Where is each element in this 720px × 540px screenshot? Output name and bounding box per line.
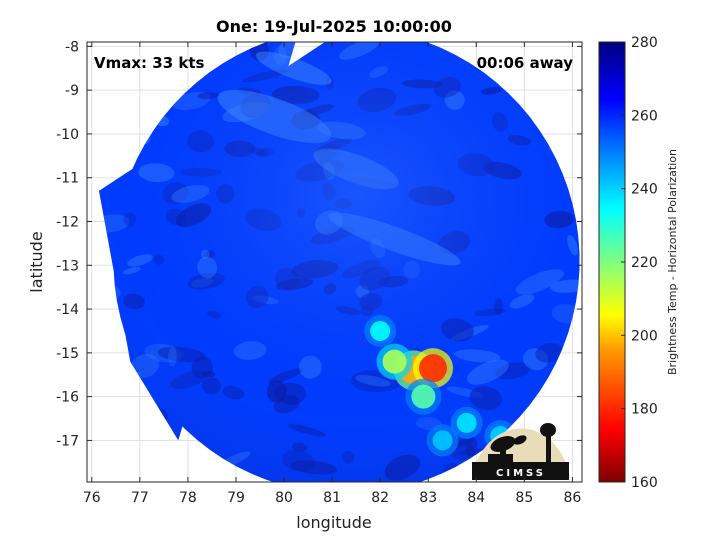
x-tick-label-4: 80: [275, 490, 293, 506]
swath-shading: [99, 42, 580, 482]
y-tick-label-3: -11: [56, 171, 79, 187]
y-tick-label-5: -13: [56, 258, 79, 274]
cb-tick-label-2: 200: [631, 328, 658, 344]
y-tick-label-4: -12: [56, 215, 79, 231]
feature-core-5: [456, 412, 477, 433]
colorbar-label: Brightness Temp - Horizontal Polarizatio…: [666, 149, 679, 375]
cb-tick-label-6: 280: [631, 35, 658, 51]
cb-tick-label-4: 240: [631, 182, 658, 198]
y-tick-label-1: -9: [65, 83, 79, 99]
chart-title: One: 19-Jul-2025 10:00:00: [216, 17, 452, 36]
logo-tank-icon: [540, 423, 556, 437]
logo-text: CIMSS: [496, 468, 546, 479]
cb-tick-label-0: 160: [631, 475, 658, 491]
x-tick-label-9: 85: [515, 490, 533, 506]
vmax-label: Vmax: 33 kts: [94, 54, 204, 72]
feature-core-2: [382, 349, 407, 374]
logo-building: [488, 454, 513, 463]
y-axis-label: latitude: [27, 231, 46, 292]
time-offset-label: 00:06 away: [477, 54, 574, 72]
x-tick-label-3: 79: [227, 490, 245, 506]
cb-tick-label-1: 180: [631, 402, 658, 418]
x-tick-label-0: 76: [83, 490, 101, 506]
logo-dish-icon: [490, 436, 516, 452]
x-axis-label: longitude: [296, 513, 371, 532]
y-tick-label-0: -8: [65, 39, 79, 55]
y-tick-label-6: -14: [56, 302, 79, 318]
cimss-logo: CIMSS: [472, 423, 570, 480]
x-tick-label-10: 86: [563, 490, 581, 506]
y-tick-label-8: -16: [56, 390, 79, 406]
convection-features: [364, 314, 517, 457]
logo-base: [472, 462, 569, 480]
x-tick-label-8: 84: [467, 490, 485, 506]
feature-core-3: [370, 320, 391, 341]
x-tick-label-2: 78: [179, 490, 197, 506]
x-tick-label-5: 81: [323, 490, 341, 506]
feature-core-4: [411, 384, 436, 409]
y-tick-label-7: -15: [56, 346, 79, 362]
axes-frame: [86, 41, 583, 483]
x-tick-label-7: 83: [419, 490, 437, 506]
colorbar-ticks: 160 180 200 220 240 260 280: [621, 35, 658, 491]
x-tick-label-6: 82: [371, 490, 389, 506]
logo-dish-small-icon: [513, 435, 527, 445]
colorbar: 160 180 200 220 240 260 280 Brightness Temp - …: [598, 35, 679, 491]
cb-tick-label-5: 260: [631, 108, 658, 124]
y-tick-label-9: -17: [56, 433, 79, 449]
cb-tick-label-3: 220: [631, 255, 658, 271]
brightness-temp-swath: [99, 42, 580, 482]
x-tick-label-1: 77: [131, 490, 149, 506]
feature-core-7: [432, 430, 453, 451]
x-axis-ticks: 76 77 78 79 80 81 82 83 84 85 86: [83, 42, 581, 506]
y-tick-label-2: -10: [56, 127, 79, 143]
y-axis-ticks: -8 -9 -10 -11 -12 -13 -14 -15 -16 -17: [56, 39, 582, 449]
feature-core-1: [419, 354, 448, 383]
logo-tower-icon: [546, 435, 551, 462]
